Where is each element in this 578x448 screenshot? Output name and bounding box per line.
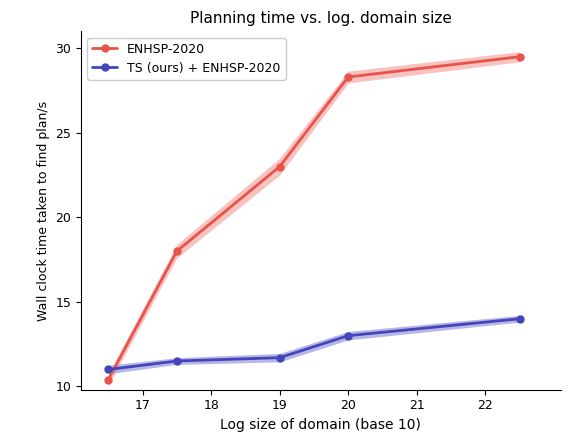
ENHSP-2020 [344, 74, 351, 80]
Title: Planning time vs. log. domain size: Planning time vs. log. domain size [190, 11, 452, 26]
ENHSP-2020 [516, 54, 523, 60]
ENHSP-2020 [105, 377, 112, 382]
Line: TS (ours) + ENHSP-2020: TS (ours) + ENHSP-2020 [105, 315, 523, 373]
X-axis label: Log size of domain (base 10): Log size of domain (base 10) [220, 418, 421, 432]
ENHSP-2020 [173, 249, 180, 254]
TS (ours) + ENHSP-2020 [173, 358, 180, 364]
Legend: ENHSP-2020, TS (ours) + ENHSP-2020: ENHSP-2020, TS (ours) + ENHSP-2020 [87, 38, 286, 80]
TS (ours) + ENHSP-2020 [276, 355, 283, 360]
Y-axis label: Wall clock time taken to find plan/s: Wall clock time taken to find plan/s [37, 100, 50, 321]
TS (ours) + ENHSP-2020 [344, 333, 351, 338]
Line: ENHSP-2020: ENHSP-2020 [105, 53, 523, 383]
TS (ours) + ENHSP-2020 [105, 367, 112, 372]
ENHSP-2020 [276, 164, 283, 169]
TS (ours) + ENHSP-2020 [516, 316, 523, 322]
